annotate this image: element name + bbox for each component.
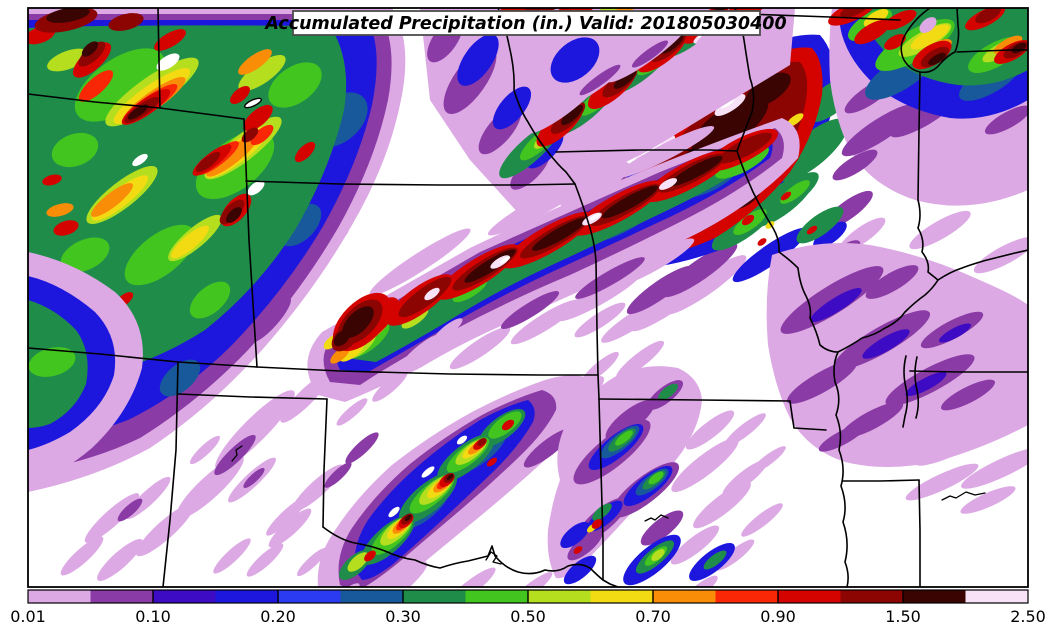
border-missouri-arkansas	[598, 398, 827, 431]
river-squiggle-newmexico	[231, 445, 243, 462]
border-nebraska-kansas	[245, 180, 576, 186]
colorbar-label: 1.50	[885, 607, 921, 626]
colorbar-segment	[153, 590, 216, 603]
colorbar: 0.01 0.10 0.20 0.30 0.50 0.70 0.90 1.50 …	[10, 589, 1046, 626]
colorbar-label: 0.50	[510, 607, 546, 626]
border-illinois-indiana	[917, 71, 939, 281]
border-oklahoma-arkansas	[598, 398, 604, 581]
colorbar-label: 0.20	[260, 607, 296, 626]
precip-field	[28, 8, 1028, 587]
precip-oklahoma-cluster	[246, 375, 605, 587]
colorbar-label: 0.30	[385, 607, 421, 626]
precip-northeast-band	[800, 8, 1028, 206]
river-tennessee-cumberland	[902, 355, 920, 428]
precip-left-edge-band	[28, 252, 171, 576]
colorbar-segment	[528, 590, 591, 603]
state-borders	[28, 8, 1028, 587]
border-wyoming-nebraska	[157, 8, 161, 109]
border-ohio-river	[837, 249, 1028, 353]
colorbar-segment	[90, 590, 154, 603]
border-texas-oklahoma-east	[322, 398, 328, 528]
colorbar-segment	[653, 590, 716, 603]
border-iowa-missouri	[555, 149, 738, 153]
border-mississippi-tennessee	[842, 479, 920, 482]
border-kansas-missouri	[595, 261, 600, 400]
colorbar-label: 0.70	[635, 607, 671, 626]
map-frame	[27, 7, 1029, 588]
colorbar-segment	[403, 590, 466, 603]
border-newmexico-texas	[162, 361, 179, 587]
colorbar-segment	[778, 590, 841, 603]
colorbar-segment	[278, 590, 341, 603]
border-kansas-oklahoma	[256, 366, 599, 376]
colorbar-segment	[840, 590, 904, 603]
colorbar-label: 2.50	[1010, 607, 1046, 626]
colorbar-segment	[215, 590, 279, 603]
lake-squiggle-oklahoma	[644, 514, 669, 522]
title-box: Accumulated Precipitation (in.) Valid: 2…	[263, 10, 787, 36]
border-indiana-michigan	[956, 49, 1028, 53]
colorbar-label: 0.01	[10, 607, 46, 626]
colorbar-segment	[340, 590, 404, 603]
border-oklahoma-panhandle-south	[177, 393, 328, 400]
map-title-text: Accumulated Precipitation (in.) Valid: 2…	[263, 14, 786, 34]
border-mississippi-river	[734, 8, 849, 587]
river-squiggle-tennessee	[941, 491, 986, 501]
lake-texoma-knot	[485, 551, 502, 565]
colorbar-segment	[715, 590, 779, 603]
border-illinois-wisconsin	[744, 13, 901, 21]
precip-central-band	[307, 118, 800, 402]
colorbar-segment	[590, 590, 654, 603]
border-colorado-kansas	[243, 118, 258, 368]
colorbar-segment	[465, 590, 529, 603]
colorbar-segment	[28, 590, 91, 603]
border-red-river	[322, 526, 619, 587]
precip-top-band	[420, 8, 795, 215]
border-colorado-newmexico	[28, 347, 258, 368]
border-wyoming-colorado	[28, 93, 245, 120]
border-mississippi-alabama	[918, 479, 921, 587]
colorbar-label: 0.10	[135, 607, 171, 626]
border-kentucky-tennessee	[909, 370, 1028, 373]
colorbar-segments	[28, 590, 1029, 603]
colorbar-ticks	[152, 590, 904, 603]
border-missouri-river	[497, 8, 597, 263]
precip-scattered-streaks	[189, 318, 786, 587]
precip-illinois-fringe	[766, 210, 1028, 514]
colorbar-segment	[903, 590, 966, 603]
precip-oklahoma-east-cluster	[547, 340, 783, 587]
lake-mcconaughy	[244, 97, 262, 109]
colorbar-segment	[965, 590, 1029, 603]
colorbar-label: 0.90	[760, 607, 796, 626]
